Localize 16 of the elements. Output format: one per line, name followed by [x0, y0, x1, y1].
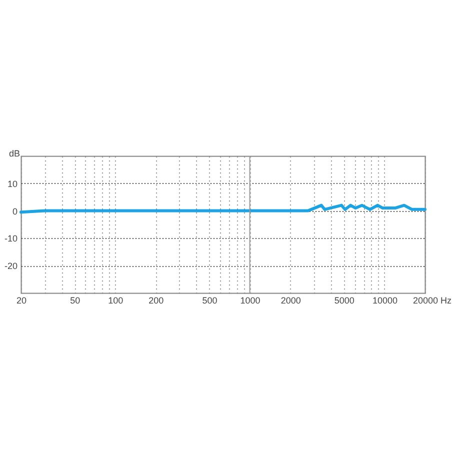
y-tick-label: -10 — [4, 234, 18, 244]
x-tick-label: 10000 — [372, 296, 398, 306]
x-tick-label: 500 — [202, 296, 218, 306]
y-tick-label: 10 — [7, 178, 18, 189]
x-tick-label: 5000 — [334, 296, 354, 306]
x-tick-label: 100 — [108, 296, 124, 306]
y-tick-label: -20 — [4, 261, 18, 272]
y-axis-title: dB — [8, 148, 20, 158]
x-tick-label: 50 — [70, 296, 80, 306]
x-tick-label: 1000 — [240, 296, 260, 306]
x-tick-label: 20000 — [412, 296, 438, 306]
x-tick-label: 20 — [16, 296, 27, 306]
x-tick-label: 200 — [148, 296, 164, 306]
x-axis-title: Hz — [440, 296, 452, 306]
y-tick-label: 0 — [12, 206, 18, 216]
x-tick-label: 2000 — [280, 296, 301, 306]
